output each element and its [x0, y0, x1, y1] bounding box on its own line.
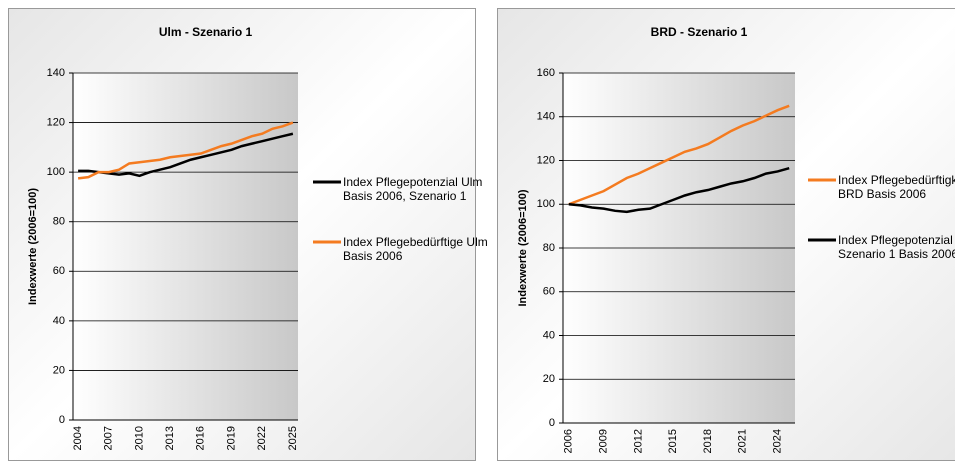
legend-entry: Index Pflegebedürftigkeit BRD Basis 2006: [838, 173, 955, 201]
x-tick-label: 2013: [164, 426, 176, 450]
legend-label: Index Pflegepotenzial Ulm Basis 2006, Sz…: [343, 175, 483, 203]
chart-title: BRD - Szenario 1: [651, 25, 748, 39]
y-axis-label: Indexwerte (2006=100): [27, 188, 39, 305]
y-tick-label: 140: [47, 67, 65, 79]
x-tick-label: 2009: [598, 429, 610, 453]
y-tick-label: 60: [543, 286, 555, 298]
y-tick-label: 160: [537, 67, 555, 79]
y-tick-label: 60: [53, 265, 65, 277]
y-tick-label: 140: [537, 111, 555, 123]
y-axis-label: Indexwerte (2006=100): [517, 189, 529, 306]
y-tick-label: 100: [47, 166, 65, 178]
y-tick-label: 80: [543, 242, 555, 254]
y-tick-label: 0: [59, 414, 65, 426]
plot-area: [73, 73, 298, 420]
legend-entry: Index Pflegebedürftige Ulm Basis 2006: [343, 235, 488, 263]
x-tick-label: 2021: [737, 429, 749, 453]
chart-title: Ulm - Szenario 1: [159, 25, 253, 39]
x-tick-label: 2019: [225, 426, 237, 450]
legend-label: Index Pflegebedürftige Ulm Basis 2006: [343, 235, 488, 263]
y-tick-label: 120: [537, 154, 555, 166]
x-tick-label: 2010: [133, 426, 145, 450]
legend-entry: Index Pflegepotenzial BRD, Szenario 1 Ba…: [838, 233, 955, 261]
x-tick-label: 2012: [632, 429, 644, 453]
x-tick-label: 2022: [256, 426, 268, 450]
x-tick-label: 2006: [563, 429, 575, 453]
x-tick-label: 2016: [195, 426, 207, 450]
data-line: [77, 121, 294, 180]
data-line: [568, 104, 790, 206]
x-tick-label: 2015: [667, 429, 679, 453]
y-tick-label: 40: [53, 315, 65, 327]
legend-entry: Index Pflegepotenzial Ulm Basis 2006, Sz…: [343, 175, 483, 203]
legend-label: Index Pflegepotenzial BRD, Szenario 1 Ba…: [838, 233, 955, 261]
x-tick-label: 2007: [103, 426, 115, 450]
y-tick-label: 20: [53, 364, 65, 376]
y-tick-label: 100: [537, 198, 555, 210]
y-tick-label: 80: [53, 216, 65, 228]
x-tick-label: 2004: [72, 426, 84, 450]
data-line: [568, 166, 790, 214]
y-tick-label: 20: [543, 373, 555, 385]
y-tick-label: 120: [47, 116, 65, 128]
data-line: [78, 132, 294, 178]
x-tick-label: 2024: [772, 429, 784, 453]
x-tick-label: 2025: [287, 426, 299, 450]
y-tick-label: 40: [543, 329, 555, 341]
y-tick-label: 0: [549, 417, 555, 429]
legend-label: Index Pflegebedürftigkeit BRD Basis 2006: [838, 173, 955, 201]
x-tick-label: 2018: [702, 429, 714, 453]
